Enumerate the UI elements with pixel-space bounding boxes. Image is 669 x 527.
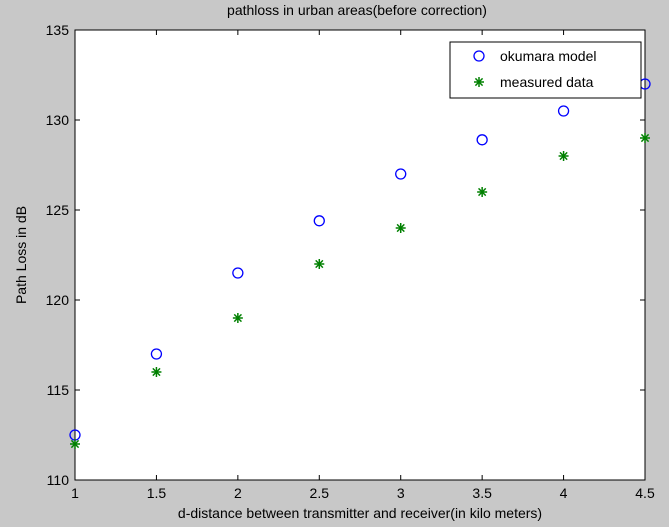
measured-data-point: [70, 439, 80, 449]
x-tick-label: 2.5: [310, 485, 330, 501]
x-axis-label: d-distance between transmitter and recei…: [178, 505, 542, 521]
y-tick-label: 130: [46, 112, 70, 128]
x-tick-label: 4: [560, 485, 568, 501]
okumara-model-point: [395, 168, 407, 180]
y-tick-label: 135: [46, 22, 70, 38]
okumara-model-point: [313, 215, 325, 227]
measured-data-point: [640, 133, 650, 143]
measured-data-point: [314, 259, 325, 269]
x-tick-label: 1.5: [147, 485, 167, 501]
legend-label: okumara model: [500, 48, 597, 64]
measured-data-point: [232, 313, 243, 323]
y-tick-label: 115: [47, 382, 70, 398]
measured-data-point: [558, 151, 569, 161]
x-tick-label: 1: [71, 485, 79, 501]
data-marks: [69, 78, 651, 449]
x-tick-label: 4.5: [635, 485, 655, 501]
okumara-model-point: [232, 267, 244, 279]
y-tick-label: 120: [46, 292, 70, 308]
y-axis-label: Path Loss in dB: [13, 206, 29, 304]
y-tick-label: 110: [47, 472, 70, 488]
measured-data-point: [395, 223, 406, 233]
measured-data-point: [477, 187, 488, 197]
legend: okumara model measured data: [449, 41, 642, 99]
okumara-model-point: [557, 105, 570, 117]
legend-label: measured data: [500, 74, 594, 90]
legend-marker-okumara: [473, 50, 485, 62]
measured-data-point: [151, 367, 162, 377]
x-tick-label: 3.5: [472, 485, 492, 501]
okumara-model-point: [476, 134, 488, 146]
legend-marker-measured: [474, 77, 484, 87]
y-tick-label: 125: [46, 202, 70, 218]
x-tick-label: 2: [234, 485, 242, 501]
x-tick-label: 3: [397, 485, 405, 501]
chart-title: pathloss in urban areas(before correctio…: [227, 2, 487, 18]
plot-area: [74, 29, 646, 481]
y-axis-ticks: 110 115 120 125 130 135: [46, 22, 645, 488]
okumara-model-point: [150, 348, 163, 360]
x-axis-ticks: 1 1.5 2 2.5 3 3.5 4 4.5: [71, 30, 655, 501]
